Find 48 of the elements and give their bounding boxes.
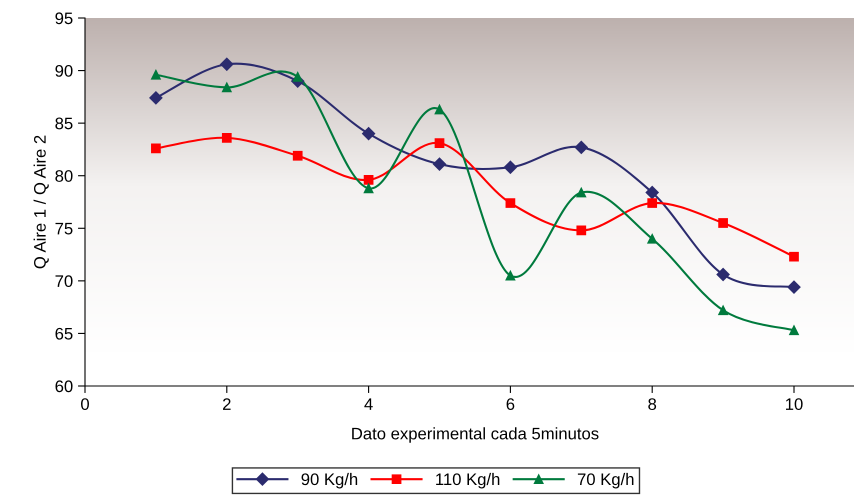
point <box>576 188 586 198</box>
legend-label: 90 Kg/h <box>302 472 358 488</box>
point <box>787 280 801 294</box>
x-tick-label: 2 <box>223 398 231 410</box>
point <box>220 58 234 71</box>
x-tick-label: 4 <box>364 398 373 410</box>
y-tick-label: 75 <box>56 222 72 234</box>
point <box>506 198 516 208</box>
point <box>364 183 374 194</box>
x-tick-label: 0 <box>81 398 89 410</box>
point <box>292 150 303 161</box>
point <box>647 234 658 244</box>
y-tick-label: 80 <box>55 170 73 182</box>
point <box>506 270 516 280</box>
x-tick-label: 6 <box>506 398 514 410</box>
point <box>718 218 728 228</box>
point <box>222 82 232 92</box>
point <box>434 138 444 148</box>
point <box>432 158 446 171</box>
point <box>647 198 658 208</box>
x-axis-title: Dato experimental cada 5minutos <box>352 427 598 443</box>
point <box>151 144 161 154</box>
point <box>364 175 374 185</box>
y-tick-label: 60 <box>56 380 73 392</box>
point <box>574 140 588 154</box>
point <box>789 325 799 336</box>
point <box>362 127 376 140</box>
point <box>149 91 162 104</box>
y-tick-label: 90 <box>55 64 73 77</box>
y-tick-label: 70 <box>56 275 73 288</box>
point <box>434 104 444 114</box>
point <box>151 70 161 80</box>
point <box>646 186 659 200</box>
point <box>576 226 586 236</box>
legend-label: 70 Kg/h <box>578 472 634 488</box>
point <box>504 160 517 174</box>
point <box>222 133 232 143</box>
legend-label: 110 Kg/h <box>436 472 500 488</box>
point <box>716 268 730 282</box>
y-tick-label: 65 <box>56 328 72 340</box>
point <box>789 252 799 262</box>
x-tick-label: 10 <box>786 398 803 410</box>
point <box>718 305 728 316</box>
point <box>292 72 303 82</box>
y-tick-label: 95 <box>55 12 72 24</box>
x-tick-label: 8 <box>648 398 656 410</box>
y-axis-title: Q Aire 1 / Q Aire 2 <box>34 136 49 268</box>
y-tick-label: 85 <box>55 118 72 130</box>
